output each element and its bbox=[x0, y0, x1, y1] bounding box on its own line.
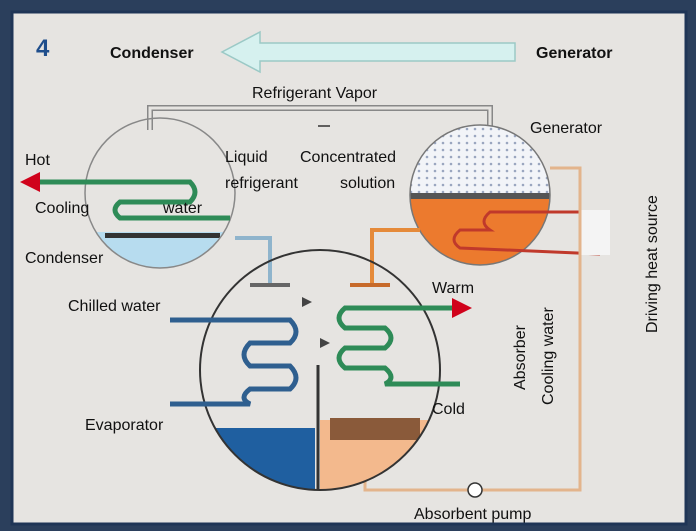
label: Concentrated bbox=[300, 149, 396, 166]
condenser-tray bbox=[105, 233, 220, 238]
label: Absorbent pump bbox=[414, 506, 532, 523]
header-to: Generator bbox=[536, 45, 612, 62]
label: Generator bbox=[530, 120, 603, 137]
page: {"step": "4", "header": {"from": "Conden… bbox=[0, 0, 696, 531]
label: Absorber bbox=[512, 324, 529, 390]
diagram: 4 Condenser Generator Refrigerant Vapor … bbox=[0, 0, 696, 531]
step-number: 4 bbox=[36, 35, 50, 62]
absorber-tray bbox=[330, 418, 420, 440]
label: refrigerant bbox=[225, 175, 298, 192]
label: Driving heat source bbox=[644, 195, 661, 333]
label: Refrigerant Vapor bbox=[252, 85, 378, 102]
label: Condenser bbox=[25, 250, 104, 267]
header-from: Condenser bbox=[110, 45, 194, 62]
label: Liquid bbox=[225, 149, 268, 166]
label: Evaporator bbox=[85, 417, 164, 434]
label: Cooling bbox=[35, 200, 89, 217]
pump bbox=[468, 483, 482, 497]
heat-box bbox=[580, 210, 610, 255]
label: Hot bbox=[25, 152, 50, 169]
label: Cold bbox=[432, 401, 465, 418]
label: Cooling water bbox=[540, 307, 557, 406]
label: Chilled water bbox=[68, 298, 161, 315]
label: solution bbox=[340, 175, 395, 192]
label: Warm bbox=[432, 280, 474, 297]
label: water bbox=[162, 200, 203, 217]
solution-surface bbox=[405, 193, 555, 199]
